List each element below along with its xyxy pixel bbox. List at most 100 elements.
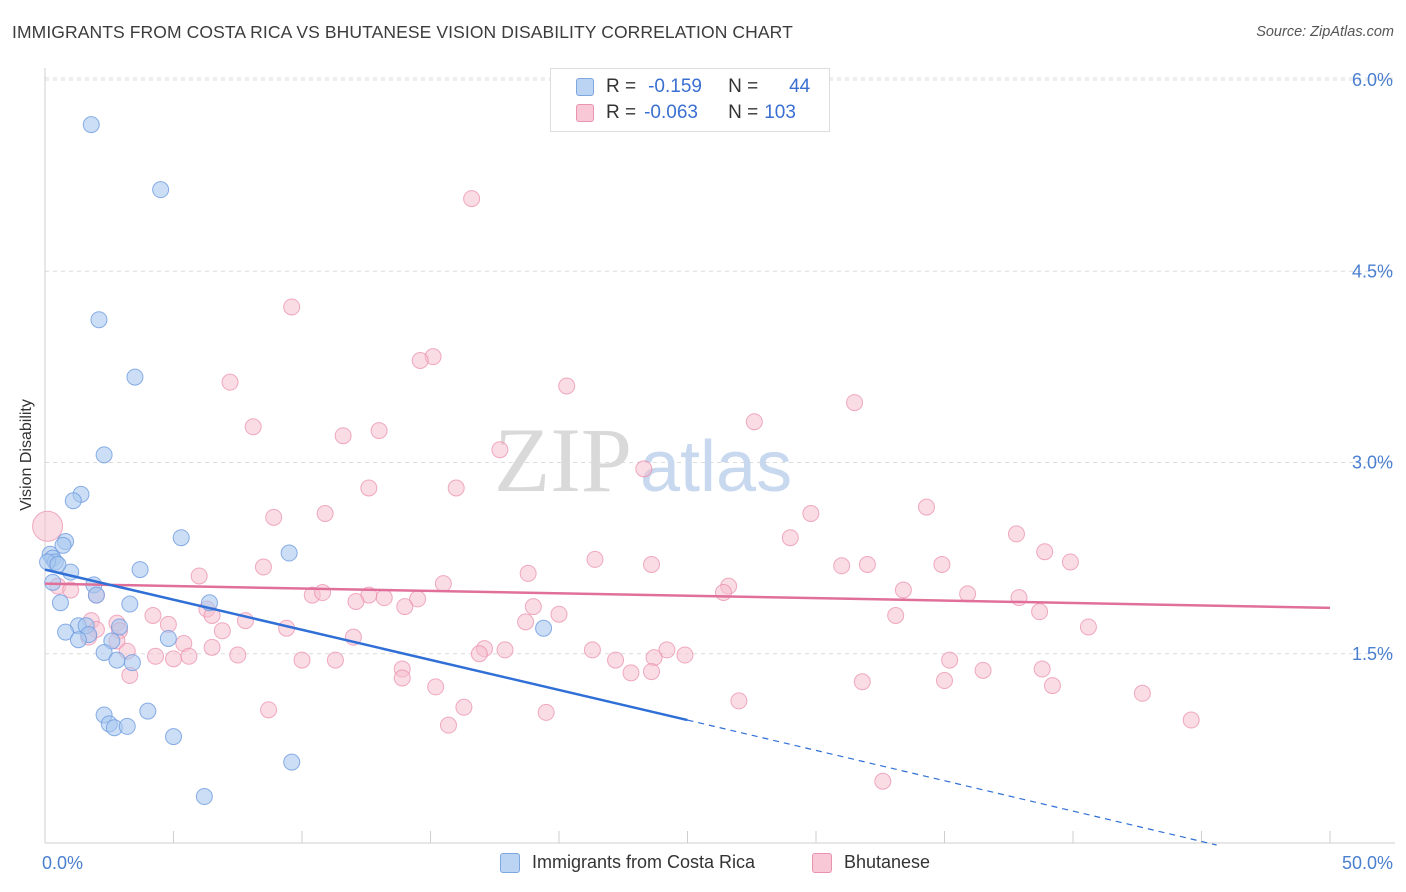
- data-point-bhutanese: [537, 703, 555, 721]
- data-point-bhutanese: [643, 663, 661, 681]
- data-point-costa-rica: [195, 788, 213, 806]
- trend-lines: [44, 568, 1331, 846]
- data-point-bhutanese: [1133, 684, 1151, 702]
- data-point-bhutanese: [496, 641, 514, 659]
- data-point-costa-rica: [90, 311, 108, 329]
- data-point-bhutanese: [781, 529, 799, 547]
- data-point-bhutanese: [933, 556, 951, 573]
- data-point-bhutanese: [622, 664, 640, 682]
- gridlines: [45, 77, 1395, 655]
- legend-n-value: 103: [764, 102, 796, 123]
- y-tick-label: 6.0%: [1352, 70, 1393, 90]
- data-point-bhutanese: [894, 581, 912, 599]
- data-point-bhutanese: [32, 510, 64, 542]
- data-point-bhutanese: [434, 575, 452, 593]
- data-point-bhutanese: [858, 556, 876, 573]
- data-point-bhutanese: [254, 558, 272, 576]
- data-point-costa-rica: [87, 586, 105, 604]
- data-point-costa-rica: [95, 446, 113, 464]
- data-point-costa-rica: [280, 544, 298, 562]
- data-point-bhutanese: [1043, 677, 1061, 695]
- legend-row-costa-rica: R = -0.159 N = 44: [576, 74, 810, 100]
- data-point-bhutanese: [714, 584, 732, 602]
- data-point-bhutanese: [190, 567, 208, 585]
- data-point-bhutanese: [396, 598, 414, 616]
- data-point-bhutanese: [244, 418, 262, 436]
- data-point-bhutanese: [1061, 553, 1079, 571]
- y-tick-label: 3.0%: [1352, 453, 1393, 473]
- data-point-bhutanese: [370, 422, 388, 440]
- legend-label-costa-rica: Immigrants from Costa Rica: [532, 852, 756, 872]
- data-point-bhutanese: [470, 645, 488, 663]
- x-tick-label: 0.0%: [42, 853, 83, 873]
- data-point-bhutanese: [229, 646, 247, 664]
- source-note: Source: ZipAtlas.com: [1256, 24, 1394, 40]
- data-point-costa-rica: [69, 631, 87, 649]
- data-point-bhutanese: [802, 505, 820, 522]
- legend-swatch-blue: [576, 78, 594, 96]
- legend-item-bhutanese[interactable]: Bhutanese: [812, 852, 930, 873]
- data-point-costa-rica: [111, 618, 129, 636]
- data-point-bhutanese: [524, 598, 542, 616]
- legend-r-label: R =: [606, 76, 637, 97]
- data-point-bhutanese: [517, 613, 535, 631]
- data-point-bhutanese: [347, 592, 365, 610]
- watermark-zip: ZIP: [494, 409, 632, 511]
- data-point-bhutanese: [1036, 543, 1054, 561]
- data-point-bhutanese: [833, 557, 851, 575]
- data-point-bhutanese: [918, 498, 936, 516]
- data-point-bhutanese: [635, 460, 653, 478]
- data-point-bhutanese: [491, 441, 509, 459]
- data-point-costa-rica: [126, 368, 144, 386]
- data-point-bhutanese: [643, 556, 661, 573]
- series-legend: Immigrants from Costa Rica Bhutanese: [0, 852, 1406, 876]
- legend-swatch-pink: [812, 852, 832, 873]
- data-point-bhutanese: [519, 564, 537, 582]
- data-point-bhutanese: [326, 651, 344, 669]
- data-point-costa-rica: [152, 181, 170, 199]
- data-point-costa-rica: [44, 573, 62, 591]
- legend-r-label: R =: [606, 102, 637, 123]
- data-point-bhutanese: [974, 661, 992, 679]
- data-point-bhutanese: [1079, 618, 1097, 636]
- data-point-bhutanese: [941, 651, 959, 669]
- data-point-bhutanese: [455, 698, 473, 716]
- data-point-bhutanese: [645, 649, 663, 667]
- data-point-bhutanese: [293, 651, 311, 669]
- data-point-bhutanese: [62, 581, 80, 599]
- data-point-costa-rica: [121, 595, 139, 613]
- data-point-bhutanese: [375, 589, 393, 607]
- data-point-bhutanese: [393, 669, 411, 687]
- data-point-costa-rica: [51, 594, 69, 612]
- data-point-bhutanese: [853, 673, 871, 691]
- data-point-bhutanese: [676, 646, 694, 664]
- data-point-costa-rica: [123, 654, 141, 672]
- data-point-costa-rica: [172, 529, 190, 547]
- legend-item-costa-rica[interactable]: Immigrants from Costa Rica: [500, 852, 755, 873]
- data-point-bhutanese: [887, 607, 905, 624]
- data-point-costa-rica: [283, 753, 301, 771]
- trend-line-costa-rica: [44, 568, 688, 722]
- data-point-bhutanese: [447, 479, 465, 497]
- data-point-bhutanese: [165, 650, 182, 668]
- series-costa-rica-points: [39, 116, 553, 806]
- data-point-bhutanese: [203, 638, 221, 656]
- data-point-bhutanese: [265, 508, 283, 526]
- watermark-atlas: atlas: [640, 427, 792, 507]
- legend-r-value: -0.063: [644, 102, 698, 123]
- data-point-bhutanese: [936, 672, 953, 690]
- x-tick-label: 50.0%: [1342, 853, 1393, 873]
- data-point-bhutanese: [260, 701, 278, 719]
- data-point-bhutanese: [439, 716, 457, 734]
- legend-swatch-pink: [576, 104, 594, 122]
- data-point-costa-rica: [131, 561, 149, 579]
- watermark: ZIP atlas: [494, 409, 792, 511]
- y-axis-label: Vision Disability: [18, 399, 35, 511]
- legend-n-label: N =: [728, 76, 759, 97]
- data-point-costa-rica: [54, 536, 72, 554]
- legend-swatch-blue: [500, 852, 520, 873]
- legend-n-label: N =: [728, 102, 759, 123]
- data-point-costa-rica: [64, 492, 82, 510]
- series-bhutanese-points: [32, 190, 1200, 790]
